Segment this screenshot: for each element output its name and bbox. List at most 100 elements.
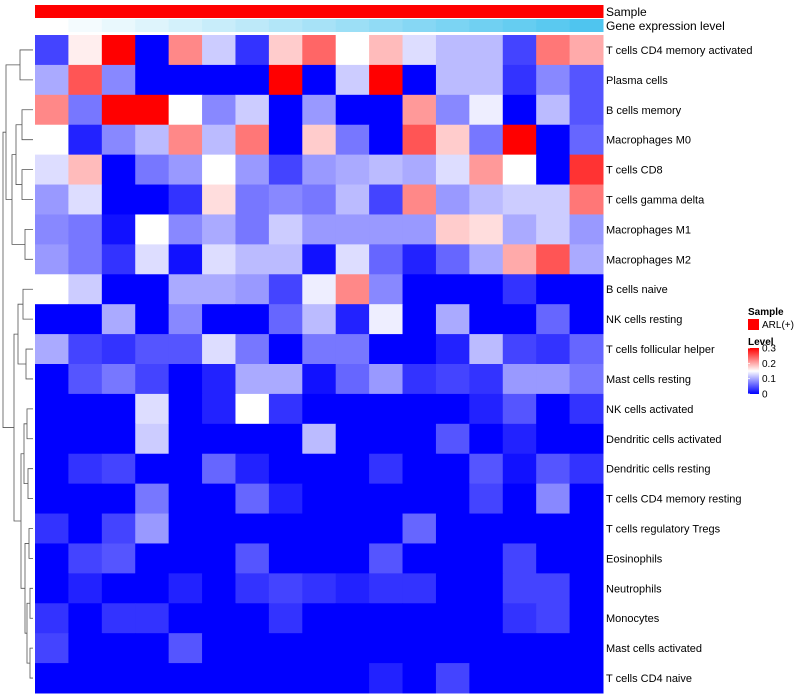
heatmap-cell xyxy=(235,483,270,515)
heatmap-cell xyxy=(402,513,437,544)
heatmap-cell xyxy=(335,64,370,96)
heatmap-cell xyxy=(369,543,404,574)
heatmap-cell xyxy=(435,214,470,245)
heatmap-cell xyxy=(369,603,404,634)
heatmap-cell xyxy=(168,663,203,694)
heatmap-cell xyxy=(569,573,604,604)
heatmap-cell xyxy=(168,35,203,66)
heatmap-cell xyxy=(469,154,504,186)
heatmap-cell xyxy=(402,543,437,574)
heatmap-cell xyxy=(369,214,404,245)
heatmap-cell xyxy=(369,244,404,275)
heatmap-cell xyxy=(435,184,470,215)
dendrogram-branch xyxy=(15,124,22,185)
heatmap-cell xyxy=(202,364,236,395)
dendrogram-branch xyxy=(29,647,33,679)
heatmap-cell xyxy=(335,393,370,425)
dendrogram-branch xyxy=(21,169,33,200)
heatmap-cell xyxy=(202,543,236,574)
heatmap-cell xyxy=(168,94,203,126)
heatmap-cell xyxy=(135,124,170,156)
heatmap-cell xyxy=(35,603,69,634)
heatmap-cell xyxy=(235,513,270,544)
heatmap-cell xyxy=(302,663,337,694)
heatmap-cell xyxy=(168,244,203,275)
heatmap-cell xyxy=(268,304,303,335)
heatmap-cell xyxy=(402,304,437,335)
heatmap-cell xyxy=(402,573,437,604)
legend-sample-label: ARL(+) xyxy=(762,320,794,331)
heatmap-cell xyxy=(135,513,170,544)
heatmap-cell xyxy=(135,393,170,425)
sample-annotation-cell xyxy=(101,5,136,18)
heatmap-cell xyxy=(369,304,404,335)
heatmap-cell xyxy=(335,274,370,305)
heatmap-cell xyxy=(268,184,303,215)
heatmap-cell xyxy=(235,274,270,305)
heatmap-cell xyxy=(235,453,270,485)
heatmap-cell xyxy=(268,483,303,515)
heatmap-cell xyxy=(536,603,571,634)
heatmap-cell xyxy=(35,64,69,96)
legend-tick-label: 0.3 xyxy=(762,344,776,355)
heatmap-cell xyxy=(335,573,370,604)
sample-annotation-label: Sample xyxy=(606,5,647,19)
row-label: Mast cells activated xyxy=(606,643,702,655)
heatmap-cell xyxy=(536,483,571,515)
heatmap-cell xyxy=(168,304,203,335)
heatmap-cell xyxy=(202,663,236,694)
heatmap-cell xyxy=(469,94,504,126)
heatmap-cell xyxy=(202,334,236,365)
heatmap-cell xyxy=(335,543,370,574)
heatmap-cell xyxy=(435,304,470,335)
gene-expression-annotation-cell xyxy=(268,19,303,32)
heatmap-cell xyxy=(402,483,437,515)
heatmap-cell xyxy=(435,244,470,275)
row-label: Eosinophils xyxy=(606,553,663,565)
heatmap-cell xyxy=(435,364,470,395)
heatmap-cell xyxy=(536,184,571,215)
heatmap-cell xyxy=(502,633,537,664)
heatmap-cell xyxy=(168,334,203,365)
heatmap-cell xyxy=(369,483,404,515)
heatmap-cell xyxy=(268,423,303,455)
row-label: B cells memory xyxy=(606,105,682,117)
heatmap-cell xyxy=(302,573,337,604)
heatmap-cell xyxy=(68,483,103,515)
heatmap-cell xyxy=(536,663,571,694)
heatmap-cells xyxy=(35,35,604,694)
heatmap-cell xyxy=(135,184,170,215)
heatmap-cell xyxy=(135,304,170,335)
heatmap-cell xyxy=(469,663,504,694)
row-label: T cells CD4 memory activated xyxy=(606,45,753,57)
sample-annotation-cell xyxy=(35,5,69,18)
heatmap-cell xyxy=(569,483,604,515)
heatmap-cell xyxy=(202,483,236,515)
sample-annotation-cell xyxy=(569,5,604,18)
heatmap-cell xyxy=(536,214,571,245)
heatmap-cell xyxy=(569,603,604,634)
heatmap-cell xyxy=(35,214,69,245)
heatmap-cell xyxy=(536,423,571,455)
row-label: NK cells resting xyxy=(606,314,682,326)
legend-level-ticks: 0.3 0.2 0.1 0 xyxy=(748,344,776,401)
heatmap-cell xyxy=(369,154,404,186)
heatmap-cell xyxy=(202,274,236,305)
legend-level-title: Level xyxy=(748,337,774,348)
heatmap-cell xyxy=(402,124,437,156)
heatmap-cell xyxy=(101,214,136,245)
heatmap-cell xyxy=(469,274,504,305)
heatmap-cell xyxy=(502,453,537,485)
gene-expression-annotation-cell xyxy=(369,19,404,32)
gene-expression-annotation-cell xyxy=(402,19,437,32)
row-dendrogram xyxy=(2,49,33,679)
heatmap-cell xyxy=(302,483,337,515)
dendrogram-branch xyxy=(26,408,33,440)
heatmap-cell xyxy=(135,633,170,664)
sample-annotation-cell xyxy=(168,5,203,18)
heatmap-cell xyxy=(101,244,136,275)
dendrogram-branch xyxy=(27,468,33,499)
heatmap-cell xyxy=(302,393,337,425)
heatmap-cell xyxy=(402,184,437,215)
heatmap-cell xyxy=(202,154,236,186)
